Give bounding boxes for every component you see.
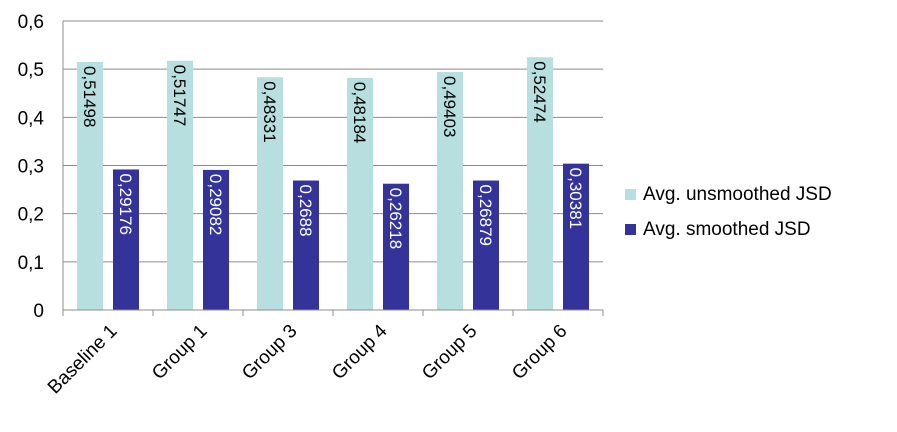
y-tick-label: 0,5 [18,60,44,81]
x-category-label: Group 6 [508,321,571,384]
x-axis-categories: Baseline 1 Group 1 Group 3 Group 4 Group 5 Gr… [44,320,572,398]
y-tick-label: 0 [33,301,44,322]
bars [77,57,589,311]
data-label: 0,48184 [350,82,369,143]
bar-unsmoothed [77,61,103,311]
data-label: 0,26879 [476,185,495,246]
bar-unsmoothed [437,72,463,311]
y-tick-label: 0,2 [18,205,44,226]
data-label: 0,52474 [530,61,549,122]
bar-smoothed [203,169,229,310]
bar-unsmoothed [257,77,283,310]
data-label: 0,51498 [80,66,99,127]
gridlines [63,20,603,263]
data-label: 0,51747 [170,65,189,126]
x-category-label: Baseline 1 [44,321,122,399]
x-category-label: Group 5 [418,321,481,384]
bar-smoothed [473,180,499,310]
data-label: 0,49403 [440,76,459,137]
data-label: 0,48331 [260,81,279,142]
data-label: 0,2688 [296,185,315,237]
y-tick-label: 0,3 [18,157,44,178]
y-axis-ticks: 0 0,1 0,2 0,3 0,4 0,5 0,6 [18,12,45,322]
legend-swatch [625,189,636,200]
x-category-label: Group 4 [328,320,392,384]
data-label: 0,29082 [206,174,225,235]
legend: Avg. unsmoothed JSD Avg. smoothed JSD [625,184,832,240]
x-category-label: Group 1 [148,321,211,384]
data-label: 0,26218 [386,188,405,249]
y-tick-label: 0,4 [18,108,45,129]
axes [62,21,604,316]
legend-swatch [625,224,636,235]
bar-smoothed [563,163,589,310]
legend-label: Avg. smoothed JSD [643,219,811,240]
bar-smoothed [113,169,139,310]
bar-smoothed [293,180,319,310]
bar-unsmoothed [527,57,553,311]
data-label: 0,30381 [566,168,585,229]
x-category-label: Group 3 [238,321,301,384]
bar-unsmoothed [347,77,373,311]
data-label: 0,29176 [116,173,135,234]
y-tick-label: 0,6 [18,12,44,33]
legend-label: Avg. unsmoothed JSD [643,184,832,205]
bar-unsmoothed [167,60,193,310]
y-tick-label: 0,1 [18,253,44,274]
bar-smoothed [383,183,409,310]
data-labels: 0,51498 0,29176 0,51747 0,29082 0,48331 0,268… [80,61,585,249]
